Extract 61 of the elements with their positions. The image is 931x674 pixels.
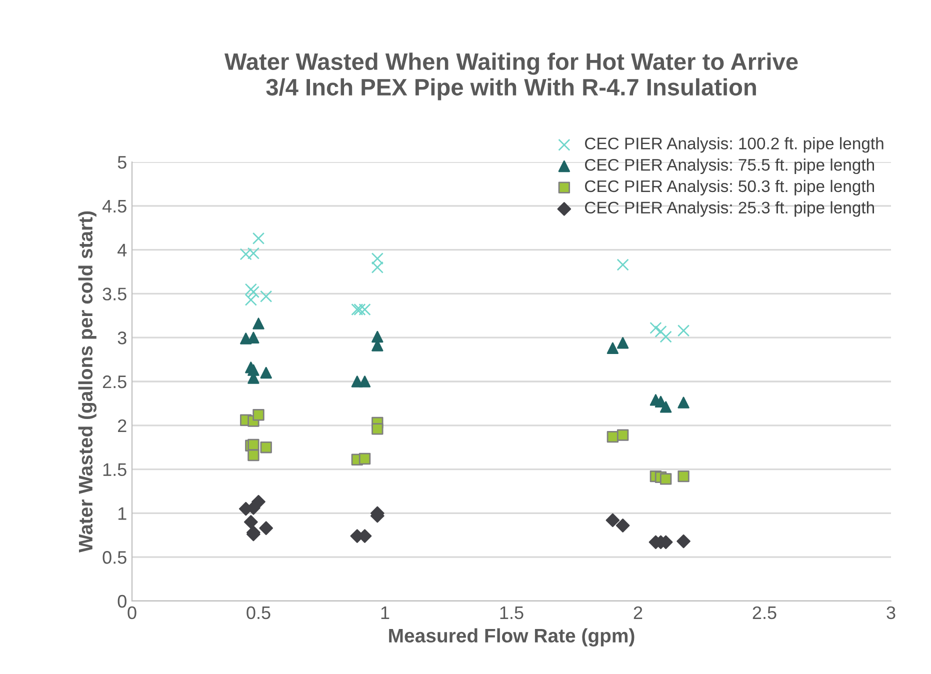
point [372, 330, 384, 343]
point [247, 286, 260, 298]
point [650, 322, 662, 334]
y-tick-label: 4.5 [102, 200, 126, 213]
point [252, 494, 266, 509]
point [616, 518, 630, 532]
legend-label: CEC PIER Analysis: 75.5 ft. pipe length [585, 158, 874, 174]
point [358, 376, 371, 388]
point [244, 515, 258, 529]
y-tick-label: 0.5 [102, 551, 126, 564]
point [678, 396, 690, 408]
point [606, 342, 619, 354]
point [252, 232, 265, 244]
x-tick-label: 2 [634, 606, 642, 619]
point [244, 294, 257, 306]
point [260, 442, 272, 454]
y-tick-label: 3 [118, 332, 126, 344]
chart-title: Water Wasted When Waiting for Hot Water to Arrive 3/4 Inch PEX Pipe with With R-4.7 Insulation [224, 52, 798, 100]
legend-label: CEC PIER Analysis: 100.2 ft. pipe length [585, 137, 884, 153]
point [259, 521, 273, 536]
point [660, 330, 672, 343]
point [678, 470, 690, 482]
point [677, 324, 690, 337]
y-tick-label: 2 [118, 419, 126, 432]
x-tick-label: 0.5 [246, 606, 270, 620]
point [372, 423, 384, 435]
x-tick-label: 1.5 [500, 606, 524, 620]
legend-label: CEC PIER Analysis: 25.3 ft. pipe length [585, 201, 874, 217]
y-tick-label: 0 [118, 594, 126, 608]
legend-label: CEC PIER Analysis: 50.3 ft. pipe length [585, 180, 874, 196]
point [371, 252, 384, 265]
point [260, 290, 272, 302]
y-tick-label: 2.5 [102, 375, 126, 388]
point [354, 303, 366, 316]
x-tick-label: 0 [128, 606, 136, 620]
point [371, 261, 384, 274]
point [616, 429, 629, 441]
point [660, 401, 672, 413]
point [616, 337, 629, 349]
point [248, 449, 260, 462]
point [654, 325, 667, 338]
point [616, 258, 629, 271]
x-tick-label: 2.5 [752, 606, 776, 620]
y-tick-label: 3.5 [102, 288, 126, 300]
point [252, 409, 264, 421]
point [660, 473, 672, 485]
point [244, 283, 257, 296]
y-tick-label: 5 [118, 156, 126, 169]
point [248, 438, 260, 451]
point [252, 318, 264, 330]
y-tick-label: 1 [118, 507, 126, 520]
y-tick-label: 1.5 [103, 463, 126, 476]
x-tick-label: 1 [381, 606, 390, 619]
point [606, 513, 620, 528]
y-axis-title: Water Wasted (gallons per cold start) [78, 211, 96, 553]
x-tick-label: 3 [886, 606, 896, 620]
point [358, 452, 371, 465]
point [676, 534, 690, 548]
point [260, 366, 272, 379]
x-axis-title: Measured Flow Rate (gpm) [389, 628, 634, 646]
y-tick-label: 4 [118, 244, 127, 256]
